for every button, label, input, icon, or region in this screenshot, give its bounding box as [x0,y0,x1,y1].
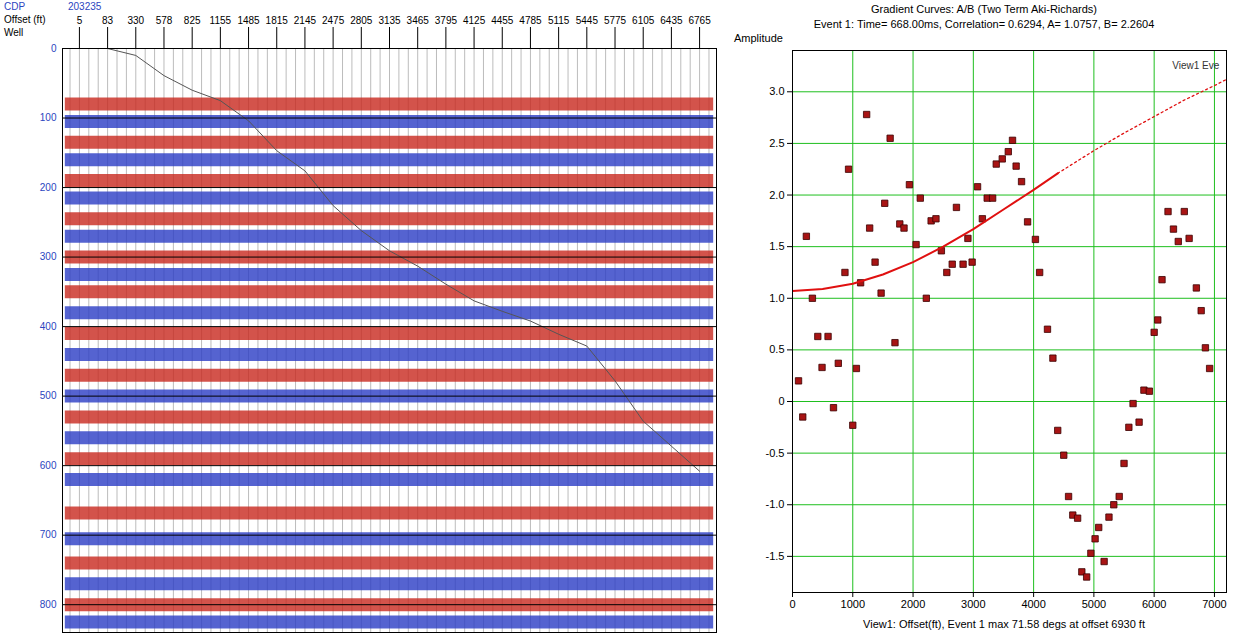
svg-text:3795: 3795 [435,15,458,26]
svg-text:-1.5: -1.5 [766,550,785,562]
svg-text:0: 0 [51,43,57,54]
svg-text:5775: 5775 [604,15,627,26]
svg-text:1155: 1155 [210,15,232,26]
svg-text:825: 825 [184,15,201,26]
svg-text:3.0: 3.0 [769,85,784,97]
svg-text:600: 600 [40,460,57,471]
svg-text:800: 800 [40,599,57,610]
svg-text:6000: 6000 [1142,598,1166,610]
svg-text:5445: 5445 [576,15,599,26]
svg-text:2145: 2145 [294,15,317,26]
svg-text:1815: 1815 [266,15,289,26]
svg-text:83: 83 [102,15,114,26]
svg-text:3465: 3465 [407,15,430,26]
svg-text:200: 200 [40,182,57,193]
svg-text:330: 330 [127,15,144,26]
html-text:Event 1: Time= 668.00ms, Corre: Event 1: Time= 668.00ms, Correlation= 0.… [813,18,1155,30]
html-text:203235: 203235 [68,1,102,12]
svg-text:500: 500 [40,390,57,401]
svg-text:5115: 5115 [548,15,570,26]
html-text:Amplitude: Amplitude [734,32,783,44]
svg-text:6435: 6435 [660,15,683,26]
svg-text:400: 400 [40,321,57,332]
svg-text:300: 300 [40,251,57,262]
svg-text:4000: 4000 [1021,598,1045,610]
svg-text:-0.5: -0.5 [766,447,785,459]
svg-text:0.5: 0.5 [769,343,784,355]
svg-text:7000: 7000 [1202,598,1226,610]
svg-text:700: 700 [40,529,57,540]
html-text:Offset (ft): Offset (ft) [4,14,46,25]
svg-text:3135: 3135 [378,15,401,26]
html-text:Well: Well [4,27,24,38]
svg-text:5000: 5000 [1082,598,1106,610]
svg-text:-1.0: -1.0 [766,498,785,510]
svg-text:6765: 6765 [688,15,711,26]
svg-text:2.5: 2.5 [769,137,784,149]
svg-text:1485: 1485 [237,15,260,26]
svg-text:5: 5 [77,15,83,26]
svg-text:View1 Eve: View1 Eve [1172,60,1220,71]
svg-text:2000: 2000 [901,598,925,610]
svg-text:100: 100 [40,112,57,123]
svg-text:0: 0 [778,395,784,407]
svg-text:4785: 4785 [519,15,542,26]
svg-text:1.5: 1.5 [769,240,784,252]
svg-text:2475: 2475 [322,15,345,26]
svg-text:2805: 2805 [350,15,373,26]
html-text:Gradient Curves: A/B (Two Term: Gradient Curves: A/B (Two Term Aki-Richa… [871,3,1097,15]
svg-text:1.0: 1.0 [769,292,784,304]
svg-text:6105: 6105 [632,15,655,26]
svg-text:3000: 3000 [961,598,985,610]
svg-text:0: 0 [789,598,795,610]
svg-text:578: 578 [156,15,173,26]
svg-text:4455: 4455 [491,15,514,26]
html-text:View1: Offset(ft), Event 1 max: View1: Offset(ft), Event 1 max 71.58 deg… [863,618,1145,630]
svg-text:1000: 1000 [841,598,865,610]
html-text:CDP: CDP [4,1,26,12]
svg-text:4125: 4125 [463,15,486,26]
svg-text:2.0: 2.0 [769,189,784,201]
